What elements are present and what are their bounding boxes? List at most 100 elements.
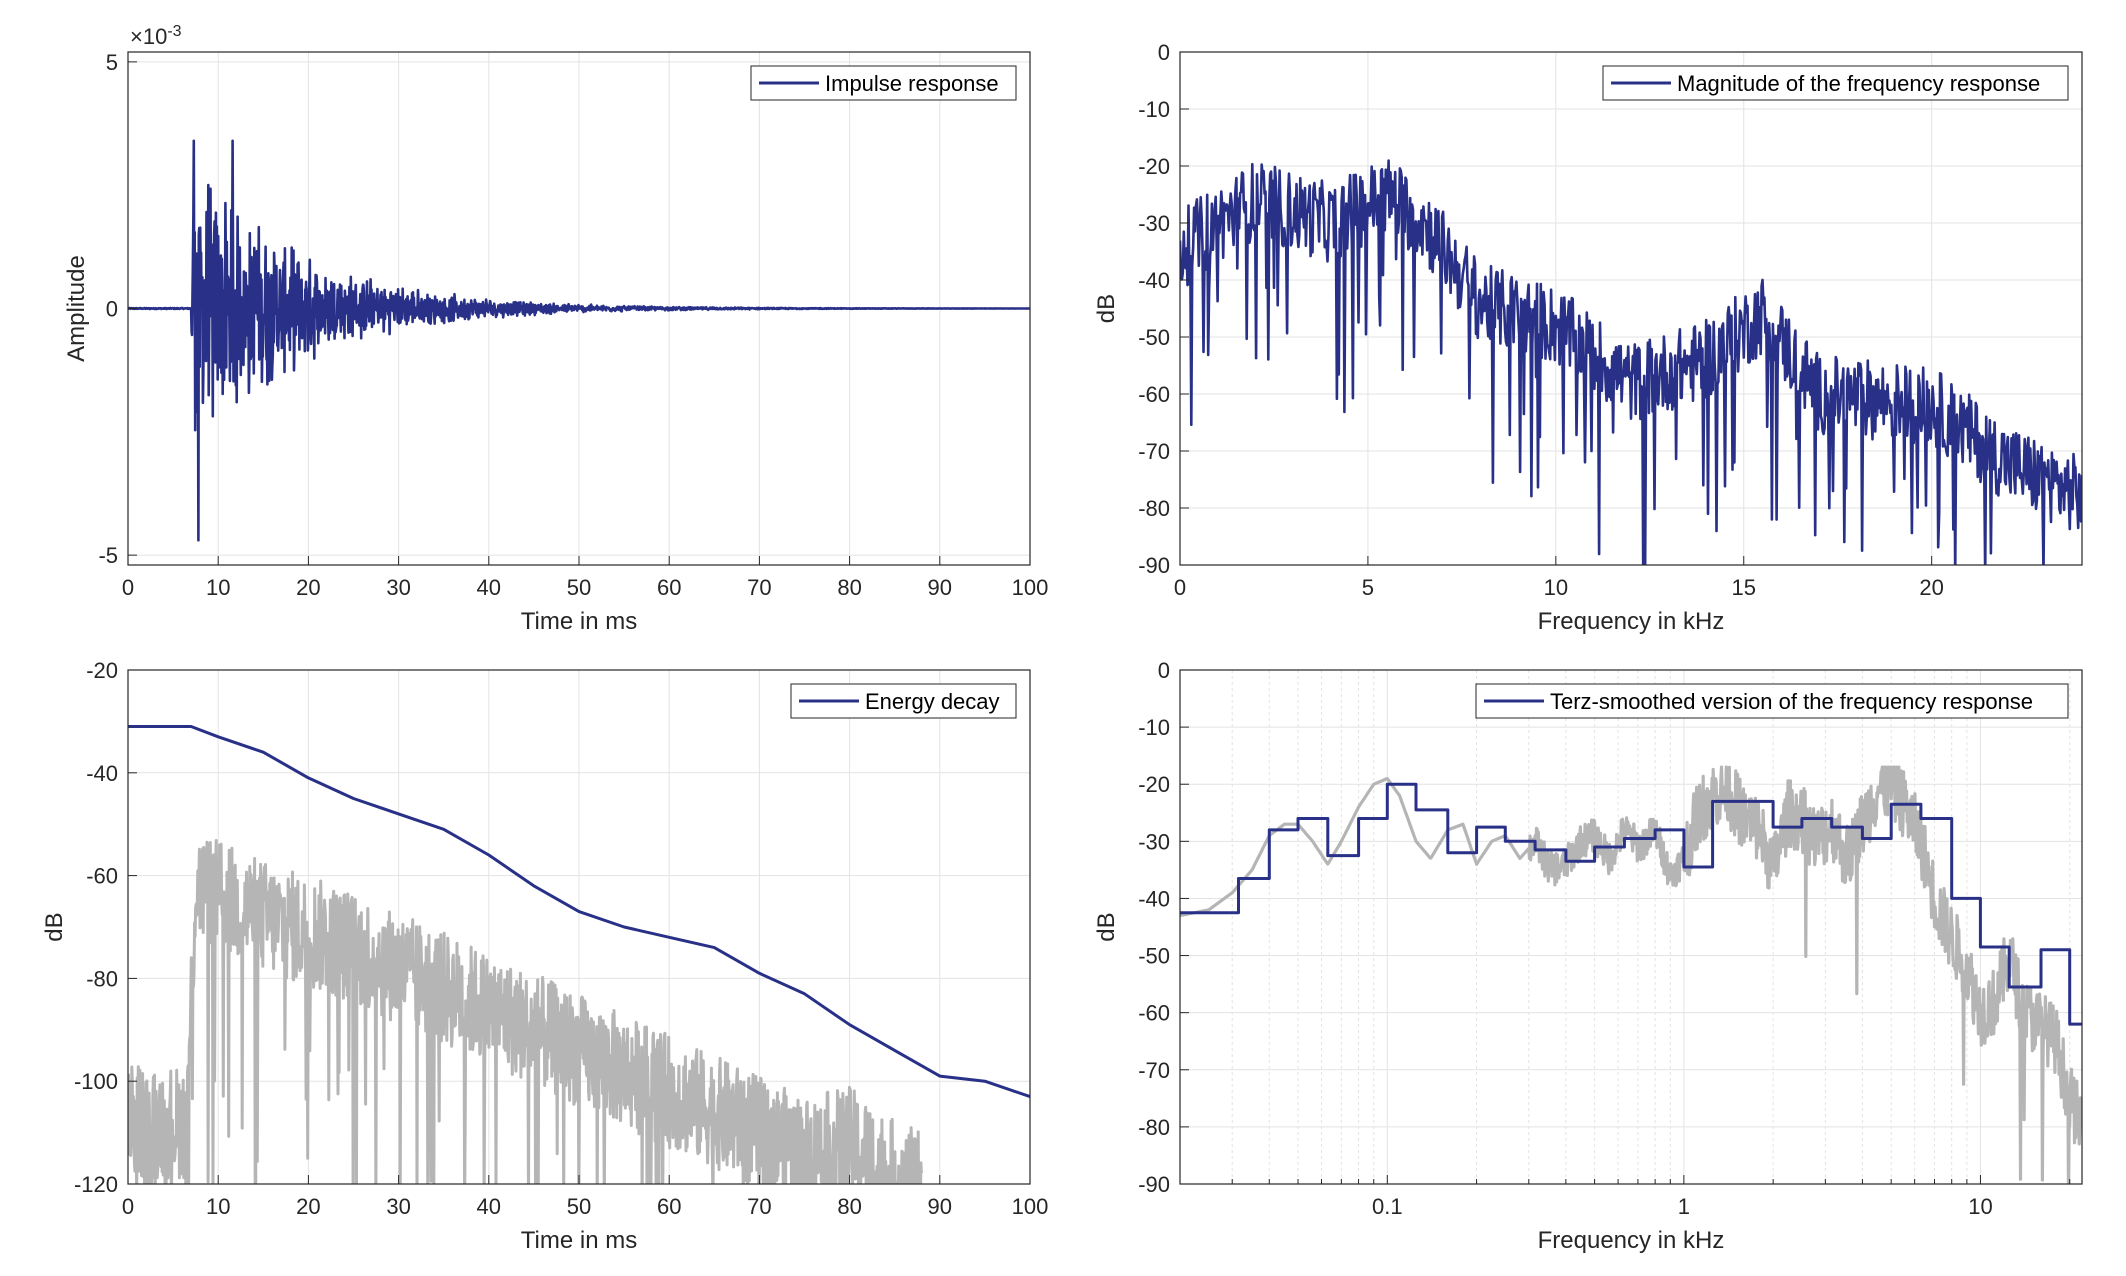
x-tick-label: 50 (567, 1194, 591, 1219)
x-tick-label: 1 (1678, 1194, 1690, 1219)
energy-decay-line (128, 725, 1030, 1099)
x-tick-label: 100 (1012, 575, 1049, 600)
y-tick-label: 0 (106, 297, 118, 322)
x-tick-label: 0 (122, 1194, 134, 1219)
x-tick-label: 10 (1968, 1194, 1992, 1219)
magnitude-y-ticks: 0 -10 -20 -30 -40 -50 -60 -70 -80 -90 (1138, 40, 1189, 578)
energy-y-ticks: -20 -40 -60 -80 -100 -120 (74, 658, 137, 1197)
x-tick-label: 90 (928, 575, 952, 600)
x-tick-label: 100 (1012, 1194, 1049, 1219)
magnitude-legend: Magnitude of the frequency response (1602, 65, 2069, 101)
y-tick-label: 0 (1158, 658, 1170, 683)
impulse-y-ticks: -5 0 5 (98, 50, 137, 568)
x-tick-label: 90 (928, 1194, 952, 1219)
y-tick-label: -40 (86, 761, 118, 786)
impulse-response-panel: 0 10 20 30 40 50 60 70 80 90 100 -505 Time in ms A… (63, 23, 1048, 635)
y-tick-label: -30 (1138, 211, 1170, 236)
x-tick-label: 80 (837, 575, 861, 600)
terz-legend: Terz-smoothed version of the frequency r… (1475, 683, 2069, 719)
x-tick-label: 0.1 (1372, 1194, 1403, 1219)
x-tick-label: 0 (1174, 575, 1186, 600)
x-tick-label: 5 (1362, 575, 1374, 600)
y-tick-label: -30 (1138, 829, 1170, 854)
terz-panel: 0.1 1 10 0 -10 -20 -30 -40 -50 -60 -70 -80 -90 Freq… (1093, 658, 2083, 1254)
magnitude-legend-label: Magnitude of the frequency response (1677, 71, 2040, 96)
energy-decay-panel: 0 10 20 30 40 50 60 70 80 90 100 -20-40-60-80-100-… (41, 658, 1048, 1254)
impulse-y-axis-label: Amplitude (63, 255, 90, 362)
x-tick-label: 0 (122, 575, 134, 600)
x-tick-label: 50 (567, 575, 591, 600)
y-tick-label: -50 (1138, 325, 1170, 350)
energy-x-axis-label: Time in ms (521, 1227, 637, 1254)
impulse-response-line (128, 139, 1030, 542)
y-tick-label: -80 (1138, 1115, 1170, 1140)
y-tick-label: -40 (1138, 268, 1170, 293)
y-tick-label: -20 (86, 658, 118, 683)
terz-x-ticks: 0.1 1 10 (1179, 1175, 2071, 1219)
magnitude-line (1180, 159, 2082, 565)
impulse-legend-label: Impulse response (825, 71, 999, 96)
impulse-x-axis-label: Time in ms (521, 608, 637, 635)
magnitude-x-ticks: 0 5 10 15 20 (1174, 556, 1944, 600)
y-tick-label: -90 (1138, 553, 1170, 578)
terz-y-ticks: 0 -10 -20 -30 -40 -50 -60 -70 -80 -90 (1138, 658, 1189, 1197)
x-tick-label: 20 (296, 1194, 320, 1219)
terz-axes-box (1179, 669, 2083, 1185)
x-tick-label: 60 (657, 1194, 681, 1219)
x-tick-label: 80 (837, 1194, 861, 1219)
terz-x-axis-label: Frequency in kHz (1538, 1227, 1725, 1254)
magnitude-plot-area (1180, 159, 2082, 565)
x-tick-label: 30 (386, 1194, 410, 1219)
y-tick-label: -60 (1138, 1001, 1170, 1026)
energy-x-ticks: 0 10 20 30 40 50 60 70 80 90 100 (122, 1175, 1048, 1219)
energy-legend: Energy decay (790, 683, 1017, 719)
magnitude-panel: 0 5 10 15 20 0 -10 -20 -30 -40 -50 -60 -70 -80 -90 Fr… (1093, 40, 2083, 635)
x-tick-label: 10 (1544, 575, 1568, 600)
y-tick-label: -40 (1138, 886, 1170, 911)
y-tick-label: -5 (98, 543, 118, 568)
x-tick-label: 40 (477, 575, 501, 600)
impulse-y-exponent: ×10-3 (130, 23, 182, 49)
impulse-legend: Impulse response (750, 65, 1017, 101)
y-tick-label: -100 (74, 1069, 118, 1094)
y-tick-label: -60 (1138, 382, 1170, 407)
x-tick-label: 10 (206, 575, 230, 600)
energy-legend-label: Energy decay (865, 689, 1000, 714)
y-tick-label: -90 (1138, 1172, 1170, 1197)
x-tick-label: 10 (206, 1194, 230, 1219)
y-tick-label: -80 (86, 966, 118, 991)
terz-smoothed-line (1180, 782, 2082, 1026)
y-tick-label: 5 (106, 50, 118, 75)
terz-legend-label: Terz-smoothed version of the frequency r… (1550, 689, 2033, 714)
x-tick-label: 70 (747, 1194, 771, 1219)
magnitude-y-axis-label: dB (1093, 294, 1120, 323)
y-tick-label: -20 (1138, 772, 1170, 797)
x-tick-label: 20 (1919, 575, 1943, 600)
magnitude-x-axis-label: Frequency in kHz (1538, 608, 1725, 635)
impulse-x-ticks: 0 10 20 30 40 50 60 70 80 90 100 (122, 556, 1048, 600)
y-tick-label: 0 (1158, 40, 1170, 65)
magnitude-axes-box (1179, 51, 2083, 566)
energy-reference-line (128, 839, 923, 1184)
y-tick-label: -70 (1138, 439, 1170, 464)
y-tick-label: -10 (1138, 97, 1170, 122)
y-tick-label: -80 (1138, 496, 1170, 521)
energy-plot-area (128, 725, 1030, 1184)
energy-y-axis-label: dB (41, 912, 68, 941)
y-tick-label: -60 (86, 864, 118, 889)
terz-plot-area (1180, 765, 2082, 1184)
y-tick-label: -70 (1138, 1058, 1170, 1083)
y-tick-label: -10 (1138, 715, 1170, 740)
x-tick-label: 30 (386, 575, 410, 600)
terz-reference-line (1180, 765, 2082, 1184)
x-tick-label: 40 (477, 1194, 501, 1219)
x-tick-label: 15 (1732, 575, 1756, 600)
y-tick-label: -20 (1138, 154, 1170, 179)
x-tick-label: 60 (657, 575, 681, 600)
x-tick-label: 20 (296, 575, 320, 600)
y-tick-label: -120 (74, 1172, 118, 1197)
impulse-plot-area (128, 139, 1030, 542)
y-tick-label: -50 (1138, 944, 1170, 969)
terz-y-axis-label: dB (1093, 912, 1120, 941)
